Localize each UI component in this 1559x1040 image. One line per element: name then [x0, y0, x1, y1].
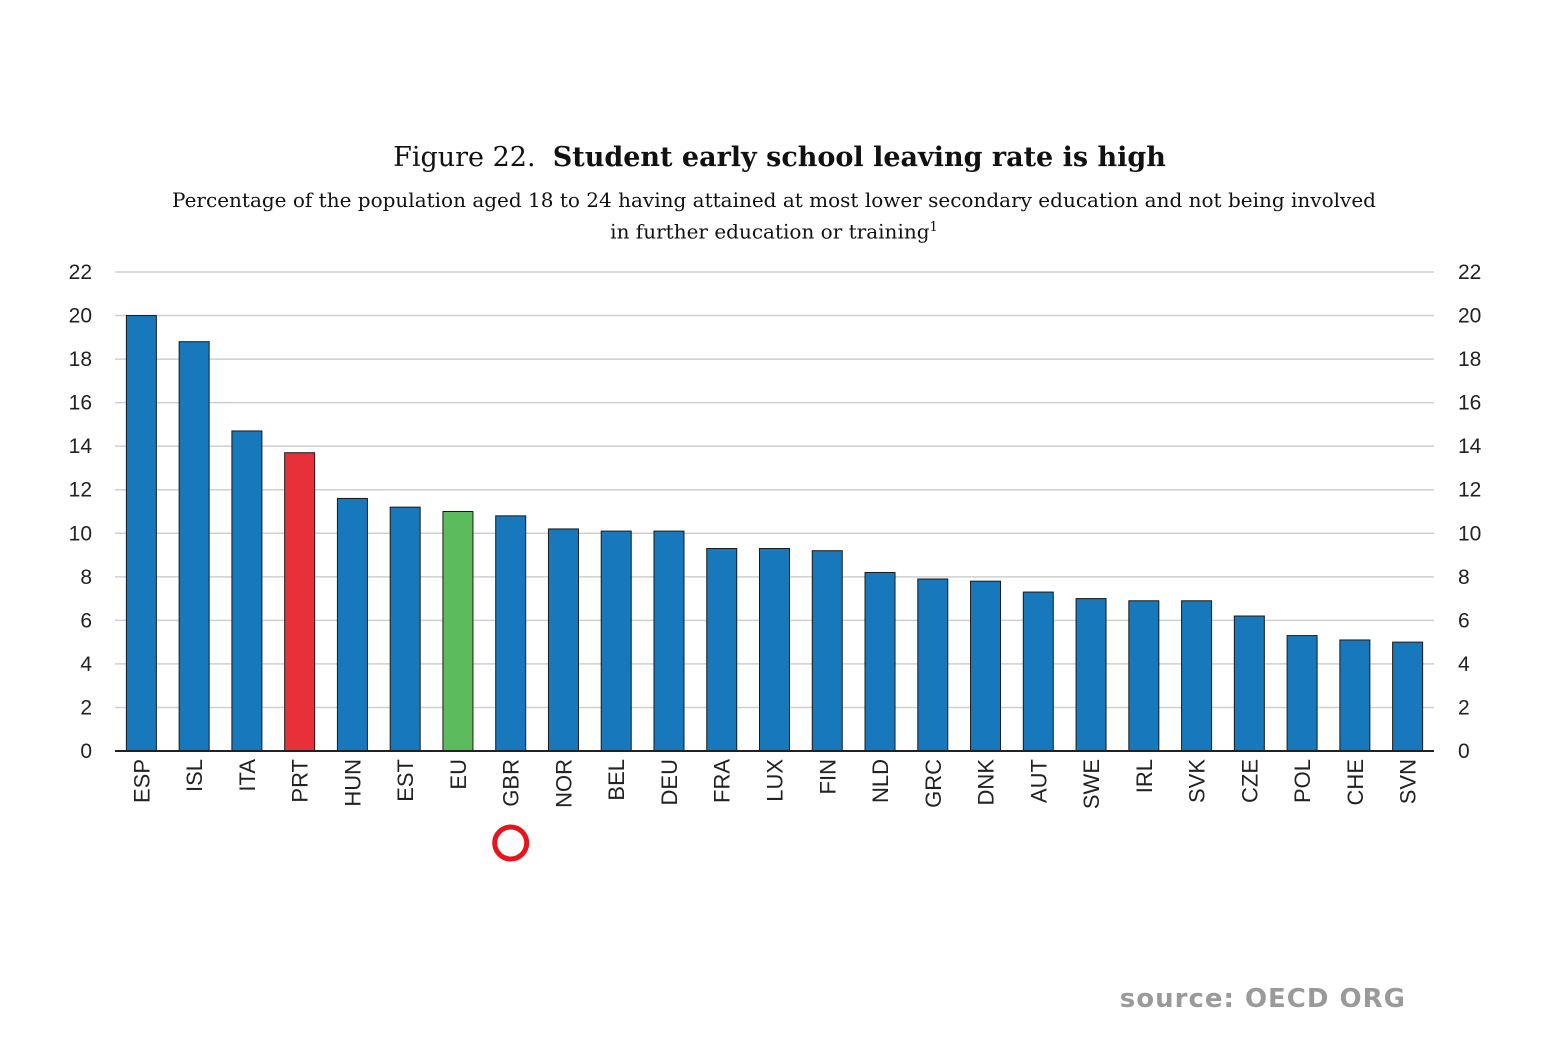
y-tick-label-left: 0: [80, 740, 92, 763]
source-credit: source: OECD ORG: [1119, 984, 1406, 1014]
right-y-axis-tick-labels: 0 2 4 6 8 10 12 14 16 18 20 22: [1458, 261, 1482, 763]
y-tick-label-left: 16: [69, 392, 92, 415]
subtitle-line-2: in further education or training1: [80, 214, 1468, 246]
x-tick-label-esp: ESP: [129, 759, 154, 803]
x-tick-label-cze: CZE: [1237, 759, 1262, 803]
y-tick-label-left: 8: [80, 566, 92, 589]
x-tick-label-gbr: GBR: [499, 759, 524, 807]
y-tick-label-right: 12: [1458, 479, 1481, 502]
bars: [125, 315, 1424, 752]
x-tick-label-grc: GRC: [921, 759, 946, 808]
figure-title: Student early school leaving rate is hig…: [552, 142, 1166, 173]
x-tick-label-che: CHE: [1343, 759, 1368, 805]
bar-hun: [336, 497, 368, 752]
x-tick-label-isl: ISL: [182, 759, 207, 792]
bar-prt: [284, 452, 316, 752]
x-tick-label-est: EST: [393, 759, 418, 802]
x-tick-label-nld: NLD: [868, 759, 893, 803]
x-tick-label-nor: NOR: [551, 759, 576, 808]
x-tick-label-hun: HUN: [340, 759, 365, 807]
figure-number: Figure 22.: [393, 142, 536, 173]
y-tick-label-left: 22: [69, 261, 92, 284]
x-tick-label-svn: SVN: [1396, 759, 1421, 804]
y-tick-label-right: 22: [1458, 261, 1481, 284]
bar-dnk: [970, 580, 1002, 752]
y-tick-label-right: 8: [1458, 566, 1470, 589]
x-tick-label-eu: EU: [446, 759, 471, 790]
bar-svk: [1181, 600, 1213, 752]
y-tick-label-left: 18: [69, 348, 92, 371]
x-axis-tick-labels: ESP ISL ITA PRT HUN EST EU GBR NOR BEL DEU FRA LUX FI…: [129, 759, 1420, 809]
bar-esp: [125, 315, 157, 752]
x-tick-label-irl: IRL: [1132, 759, 1157, 793]
y-tick-label-right: 14: [1458, 435, 1482, 458]
y-tick-label-left: 4: [80, 653, 92, 676]
bar-fra: [706, 548, 738, 752]
bar-ita: [231, 430, 263, 752]
bar-bel: [600, 530, 632, 752]
y-tick-label-right: 4: [1458, 653, 1470, 676]
x-tick-label-bel: BEL: [604, 759, 629, 801]
y-tick-label-left: 20: [69, 305, 92, 328]
highlight-circle-marker: [492, 824, 530, 862]
y-tick-label-right: 6: [1458, 609, 1470, 632]
x-tick-label-aut: AUT: [1026, 759, 1051, 803]
subtitle-footnote: 1: [929, 220, 938, 235]
x-tick-label-dnk: DNK: [974, 759, 999, 806]
chart-subtitle: Percentage of the population aged 18 to …: [80, 186, 1468, 246]
x-tick-label-pol: POL: [1290, 759, 1315, 803]
bar-fin: [811, 550, 843, 752]
bar-pol: [1286, 635, 1318, 752]
bar-nld: [864, 571, 896, 752]
bar-isl: [178, 341, 210, 752]
bar-cze: [1233, 615, 1265, 752]
x-tick-label-fra: FRA: [710, 759, 735, 803]
y-tick-label-right: 20: [1458, 305, 1481, 328]
x-tick-label-deu: DEU: [657, 759, 682, 805]
subtitle-line-2-text: in further education or training: [610, 219, 930, 244]
x-tick-label-prt: PRT: [288, 759, 313, 803]
y-tick-label-left: 12: [69, 479, 92, 502]
bar-deu: [653, 530, 685, 752]
bar-est: [389, 506, 421, 752]
y-tick-label-left: 14: [69, 435, 93, 458]
x-tick-label-fin: FIN: [815, 759, 840, 794]
bar-gbr: [495, 515, 527, 752]
y-tick-label-left: 2: [80, 696, 92, 719]
x-tick-label-lux: LUX: [763, 759, 788, 802]
left-y-axis-tick-labels: 0 2 4 6 8 10 12 14 16 18 20 22: [69, 261, 93, 763]
bar-che: [1339, 639, 1371, 752]
y-tick-label-right: 18: [1458, 348, 1481, 371]
y-tick-label-right: 2: [1458, 696, 1470, 719]
x-tick-label-ita: ITA: [235, 759, 260, 792]
y-tick-label-left: 10: [69, 522, 92, 545]
bar-eu: [442, 511, 474, 752]
bar-grc: [917, 578, 949, 752]
y-tick-label-right: 10: [1458, 522, 1481, 545]
bar-irl: [1128, 600, 1160, 752]
bar-svn: [1392, 641, 1424, 752]
bar-swe: [1075, 598, 1107, 752]
y-tick-label-right: 0: [1458, 740, 1470, 763]
x-tick-label-svk: SVK: [1185, 759, 1210, 803]
bar-lux: [759, 548, 790, 752]
x-tick-label-swe: SWE: [1079, 759, 1104, 809]
y-tick-label-left: 6: [80, 609, 92, 632]
bar-nor: [547, 528, 579, 752]
chart-title: Figure 22. Student early school leaving …: [0, 142, 1559, 173]
y-tick-label-right: 16: [1458, 392, 1481, 415]
bar-aut: [1022, 591, 1054, 752]
subtitle-line-1: Percentage of the population aged 18 to …: [172, 188, 1376, 212]
